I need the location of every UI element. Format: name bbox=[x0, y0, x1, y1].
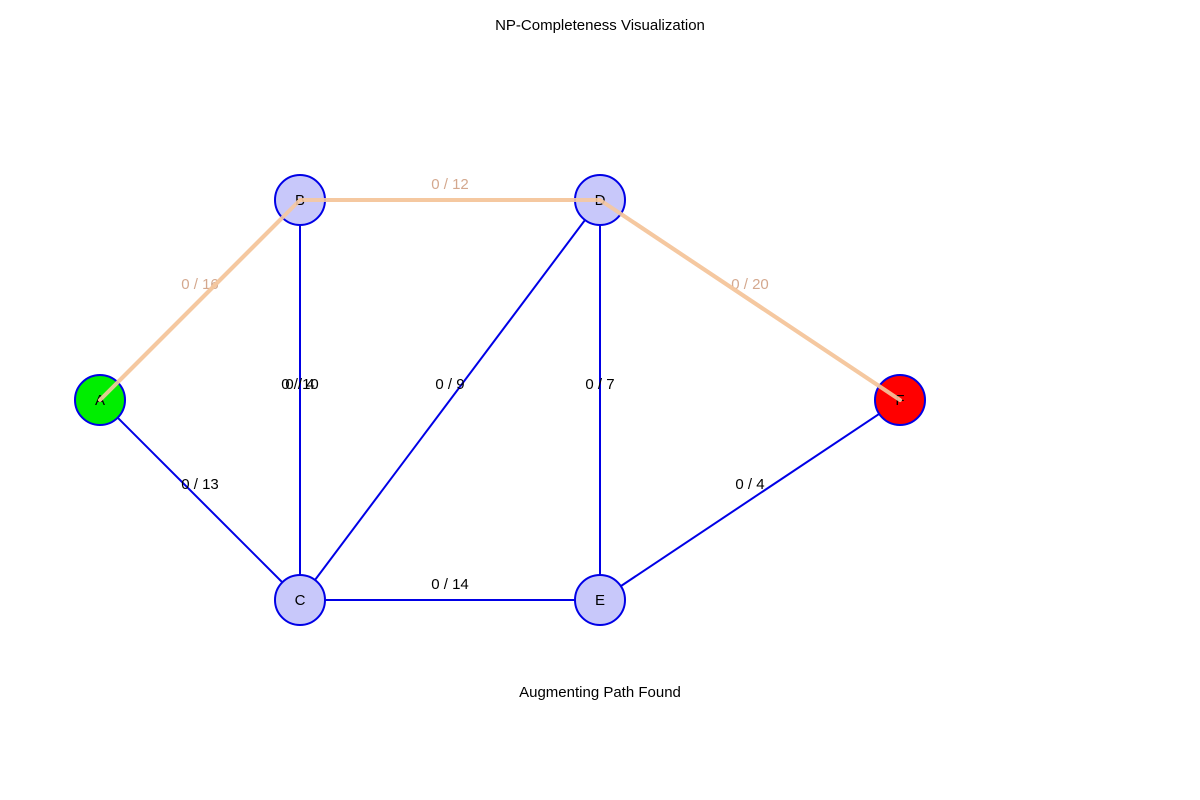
edge-d-f-path-overlay bbox=[598, 198, 902, 402]
edge-b-c-label: 0 / 10 bbox=[281, 376, 319, 393]
edge-d-f-label: 0 / 20 bbox=[731, 276, 769, 293]
edge-c-b-label: 0 / 4 bbox=[285, 376, 314, 393]
edge-c-e-label: 0 / 14 bbox=[431, 576, 469, 593]
node-c-circle bbox=[274, 574, 326, 626]
node-c-label: C bbox=[295, 592, 306, 609]
edge-e-f-label: 0 / 4 bbox=[735, 476, 764, 493]
edge-a-c-label: 0 / 13 bbox=[181, 476, 219, 493]
path-highlight-layer bbox=[98, 198, 902, 402]
edges-layer bbox=[99, 199, 901, 601]
edge-a-b-path-overlay bbox=[98, 198, 302, 402]
edge-b-d-label: 0 / 12 bbox=[431, 176, 469, 193]
page-title: NP-Completeness Visualization bbox=[495, 17, 705, 34]
node-e: E bbox=[574, 574, 626, 626]
edge-c-d bbox=[299, 199, 601, 601]
edge-a-c bbox=[99, 399, 301, 601]
edge-labels-layer: 0 / 160 / 130 / 100 / 40 / 120 / 90 / 14… bbox=[181, 176, 769, 593]
node-e-label: E bbox=[595, 592, 605, 609]
node-e-circle bbox=[574, 574, 626, 626]
nodes-layer: ABCDEF bbox=[74, 174, 926, 626]
edge-e-f bbox=[599, 399, 901, 601]
edge-d-e-label: 0 / 7 bbox=[585, 376, 614, 393]
status-text: Augmenting Path Found bbox=[519, 684, 681, 701]
edge-c-d-label: 0 / 9 bbox=[435, 376, 464, 393]
node-c: C bbox=[274, 574, 326, 626]
